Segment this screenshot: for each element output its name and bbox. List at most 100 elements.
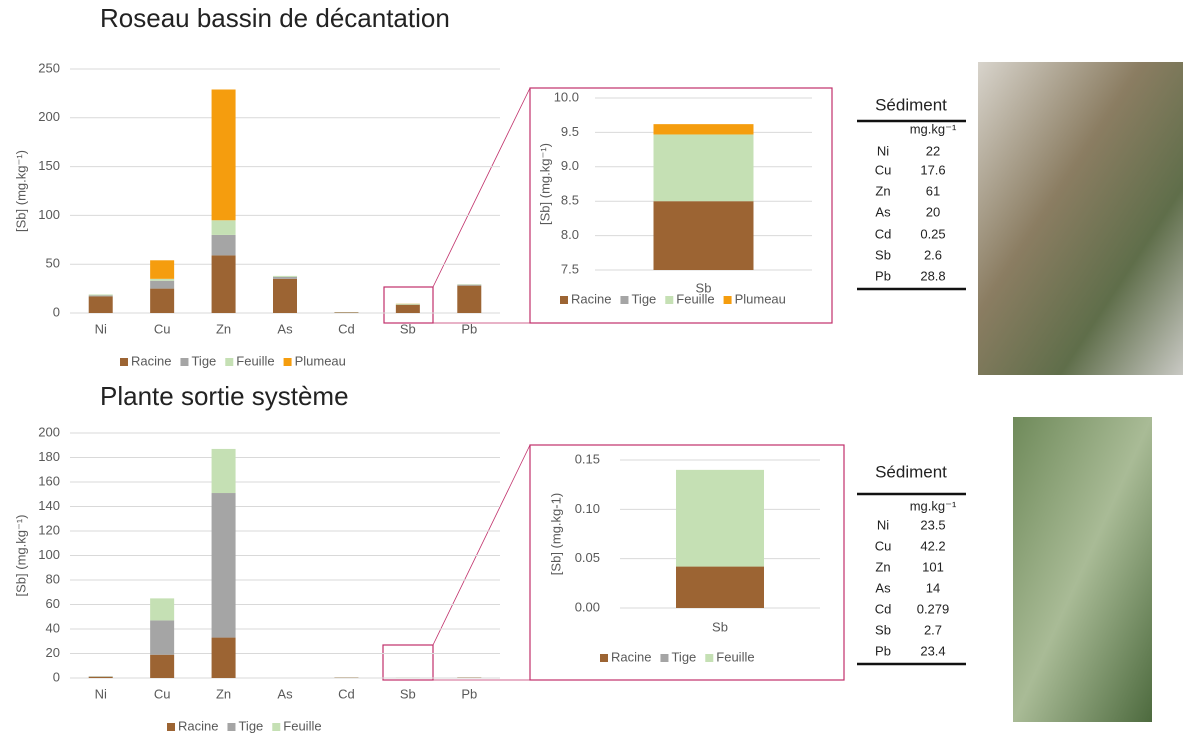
- x-tick-label: As: [277, 321, 293, 336]
- photo: [1013, 417, 1152, 722]
- y-axis-title: [Sb] (mg.kg⁻¹): [537, 143, 552, 225]
- table-title: Sédiment: [875, 95, 947, 114]
- bar-segment: [150, 620, 175, 655]
- table-cell: Ni: [877, 517, 889, 532]
- x-tick-label: Cd: [338, 686, 355, 701]
- x-tick-label: Pb: [461, 321, 477, 336]
- y-tick-label: 0.10: [575, 501, 600, 516]
- bar-segment: [457, 284, 482, 286]
- bar-segment: [653, 124, 754, 135]
- x-tick-label: Pb: [461, 686, 477, 701]
- table-cell: 14: [926, 580, 940, 595]
- y-tick-label: 180: [38, 449, 60, 464]
- y-tick-label: 8.5: [561, 193, 579, 208]
- table-header: mg.kg⁻¹: [910, 121, 957, 136]
- bar-segment: [395, 304, 420, 313]
- y-tick-label: 9.0: [561, 158, 579, 173]
- legend-swatch: [120, 358, 128, 366]
- table-cell: 28.8: [920, 268, 945, 283]
- bar-segment: [88, 294, 113, 296]
- legend-label: Plumeau: [295, 353, 346, 368]
- y-tick-label: 150: [38, 158, 60, 173]
- table-cell: As: [875, 580, 891, 595]
- y-tick-label: 20: [46, 645, 60, 660]
- zoom-box: [382, 644, 434, 681]
- y-tick-label: 250: [38, 60, 60, 75]
- legend-swatch: [660, 654, 669, 662]
- legend-swatch: [620, 296, 629, 304]
- y-tick-label: 0: [53, 304, 60, 319]
- bar-segment: [273, 275, 297, 277]
- y-tick-label: 10.0: [554, 89, 579, 104]
- table-cell: As: [875, 204, 891, 219]
- table-cell: 101: [922, 559, 944, 574]
- x-tick-label: Cu: [154, 321, 171, 336]
- y-tick-label: 40: [46, 620, 60, 635]
- y-tick-label: 8.0: [561, 227, 579, 242]
- table-cell: Cd: [875, 601, 892, 616]
- x-tick-label: Sb: [696, 280, 712, 295]
- table-cell: 20: [926, 204, 940, 219]
- bar-segment: [395, 303, 420, 305]
- bar-segment: [653, 201, 754, 270]
- legend-label: Racine: [611, 649, 651, 664]
- bar-segment: [211, 234, 236, 256]
- table-cell: 22: [926, 143, 940, 158]
- legend-swatch: [665, 296, 674, 304]
- bar-segment: [676, 566, 764, 608]
- y-tick-label: 100: [38, 547, 60, 562]
- table-cell: 0.25: [920, 226, 945, 241]
- bar-segment: [150, 280, 175, 289]
- bar-segment: [211, 89, 236, 221]
- section-title: Roseau bassin de décantation: [100, 3, 450, 33]
- bar-segment: [211, 493, 236, 638]
- bar-segment: [150, 260, 175, 279]
- y-tick-label: 0.15: [575, 451, 600, 466]
- table-header: mg.kg⁻¹: [910, 498, 957, 513]
- legend-label: Feuille: [676, 291, 714, 306]
- y-tick-label: 160: [38, 473, 60, 488]
- y-axis-title: [Sb] (mg.kg⁻¹): [13, 150, 28, 232]
- legend-label: Feuille: [236, 353, 274, 368]
- bar-segment: [273, 278, 297, 313]
- table-cell: Pb: [875, 268, 891, 283]
- legend-swatch: [225, 358, 234, 366]
- y-tick-label: 120: [38, 522, 60, 537]
- legend-label: Plumeau: [735, 291, 786, 306]
- legend-swatch: [272, 723, 281, 731]
- legend-swatch: [180, 358, 189, 366]
- legend-swatch: [723, 296, 732, 304]
- bar-segment: [88, 676, 113, 678]
- table-cell: Cu: [875, 538, 892, 553]
- table-cell: Ni: [877, 143, 889, 158]
- legend-label: Racine: [178, 718, 218, 733]
- y-axis-title: [Sb] (mg.kg⁻¹): [13, 515, 28, 597]
- bar-segment: [457, 285, 482, 313]
- bar-segment: [273, 276, 297, 279]
- legend-swatch: [600, 654, 608, 662]
- bar-segment: [88, 296, 113, 313]
- bar-segment: [150, 278, 175, 281]
- table-cell: 17.6: [920, 162, 945, 177]
- zoom-connector: [432, 444, 531, 646]
- bar-segment: [676, 469, 764, 567]
- inset-frame: [529, 87, 833, 324]
- bar-segment: [211, 637, 236, 678]
- table-cell: Cu: [875, 162, 892, 177]
- y-axis-title: [Sb] (mg.kg-1): [548, 493, 563, 575]
- zoom-connector: [432, 87, 531, 288]
- x-tick-label: Cu: [154, 686, 171, 701]
- bar-segment: [211, 255, 236, 313]
- legend-label: Feuille: [283, 718, 321, 733]
- legend-label: Feuille: [716, 649, 754, 664]
- legend-swatch: [227, 723, 236, 731]
- legend-label: Tige: [238, 718, 263, 733]
- x-tick-label: Sb: [400, 321, 416, 336]
- y-tick-label: 200: [38, 424, 60, 439]
- legend-label: Tige: [671, 649, 696, 664]
- table-cell: 23.4: [920, 643, 945, 658]
- bar-segment: [211, 220, 236, 235]
- table-title: Sédiment: [875, 462, 947, 481]
- legend-swatch: [705, 654, 714, 662]
